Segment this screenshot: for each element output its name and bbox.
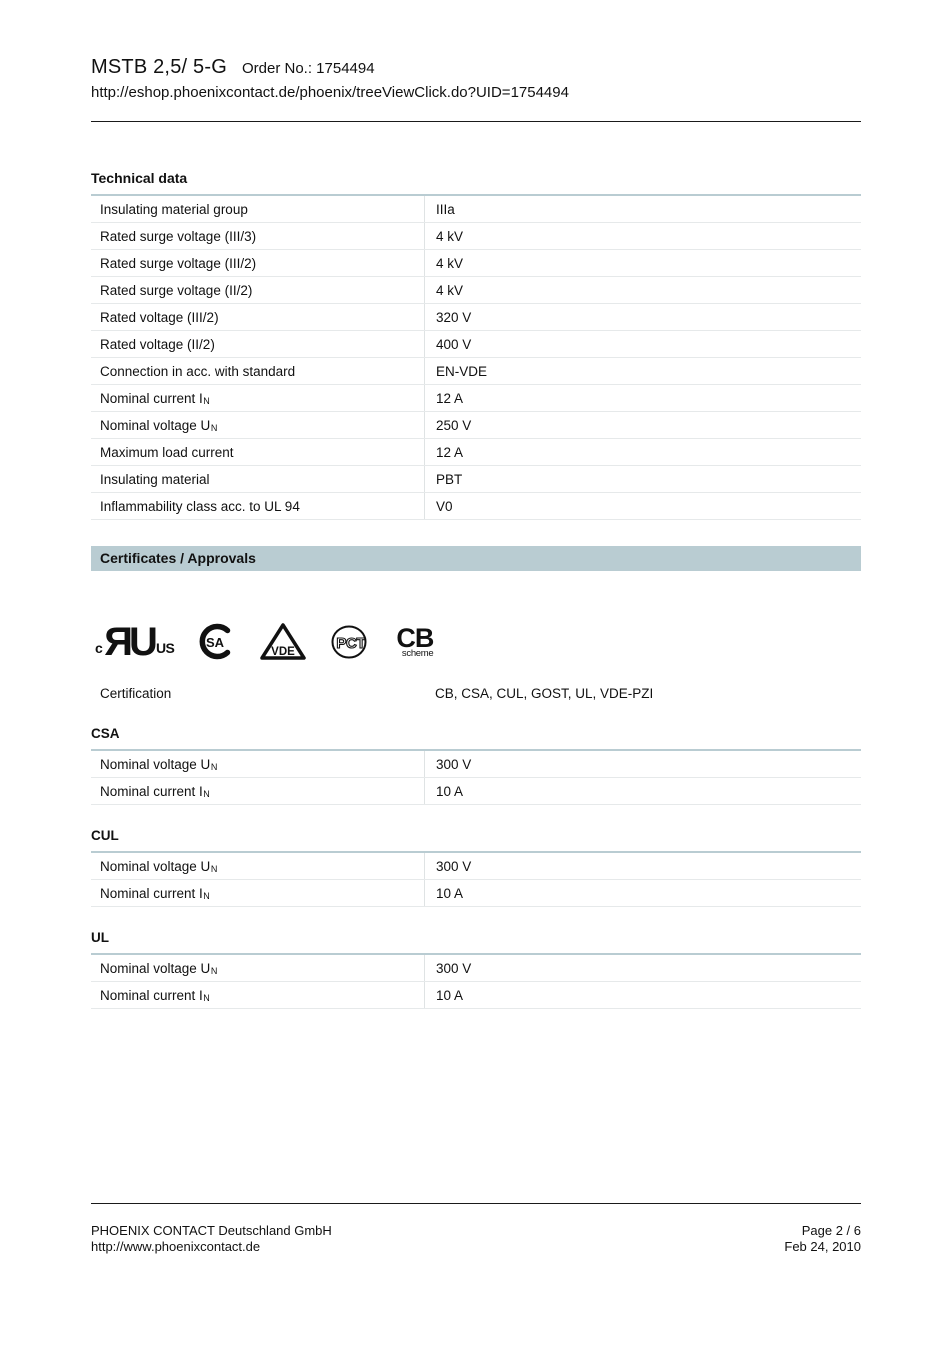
cb-label: CB	[396, 622, 434, 653]
csa-icon: SA	[196, 621, 236, 663]
row-value: 300 V	[424, 853, 861, 879]
row-label: Insulating material group	[100, 201, 248, 217]
row-value: 300 V	[424, 751, 861, 777]
table-row: Connection in acc. with standard EN-VDE	[91, 358, 861, 385]
row-value: 10 A	[424, 778, 861, 804]
footer-right: Page 2 / 6 Feb 24, 2010	[784, 1223, 861, 1255]
table-row: Nominal current I N 10 A	[91, 982, 861, 1009]
row-label: Rated surge voltage (II/2)	[100, 282, 253, 298]
row-value: 12 A	[424, 439, 861, 465]
certification-value: CB, CSA, CUL, GOST, UL, VDE-PZI	[435, 686, 654, 701]
approval-table: Nominal voltage U N 300 V Nominal current I…	[91, 955, 861, 1009]
approval-table: Nominal voltage U N 300 V Nominal current I…	[91, 853, 861, 907]
table-row: Nominal voltage U N 300 V	[91, 955, 861, 982]
cul-us-label: US	[155, 640, 175, 657]
technical-data-section: Technical data Insulating material group…	[91, 169, 861, 520]
table-row: Rated voltage (III/2) 320 V	[91, 304, 861, 331]
cb-scheme-label: scheme	[401, 647, 434, 659]
certification-label: Certification	[100, 686, 172, 701]
row-label: Rated surge voltage (III/3)	[100, 228, 257, 244]
page-header: MSTB 2,5/ 5-G Order No.: 1754494 http://…	[91, 55, 861, 122]
page-footer: PHOENIX CONTACT Deutschland GmbH http://…	[91, 1203, 861, 1255]
certification-row: Certification CB, CSA, CUL, GOST, UL, VD…	[91, 684, 861, 703]
footer-left: PHOENIX CONTACT Deutschland GmbH http://…	[91, 1223, 332, 1255]
row-value: PBT	[424, 466, 861, 492]
row-value: 4 kV	[424, 223, 861, 249]
table-row: Insulating material PBT	[91, 466, 861, 493]
table-row: Rated surge voltage (III/3) 4 kV	[91, 223, 861, 250]
approval-sections: CSA Nominal voltage U N 300 V Nominal curren…	[91, 725, 861, 1009]
order-number: Order No.: 1754494	[241, 60, 375, 77]
table-row: Rated surge voltage (III/2) 4 kV	[91, 250, 861, 277]
row-value: V0	[424, 493, 861, 519]
row-value: 4 kV	[424, 250, 861, 276]
table-row: Nominal current I N 10 A	[91, 880, 861, 907]
footer-company: PHOENIX CONTACT Deutschland GmbH	[91, 1223, 332, 1238]
table-row: Nominal voltage U N 250 V	[91, 412, 861, 439]
row-value: 320 V	[424, 304, 861, 330]
footer-date: Feb 24, 2010	[784, 1239, 861, 1254]
certificates-approvals-header: Certificates / Approvals	[91, 546, 861, 571]
cul-c-label: c	[95, 640, 103, 657]
row-value: EN-VDE	[424, 358, 861, 384]
table-row: Rated surge voltage (II/2) 4 kV	[91, 277, 861, 304]
cb-scheme-icon: CB scheme	[396, 622, 434, 659]
approval-heading: CUL	[91, 827, 861, 853]
footer-page-number: Page 2 / 6	[801, 1223, 861, 1238]
row-value: 12 A	[424, 385, 861, 411]
approval-heading: CSA	[91, 725, 861, 751]
ul-monogram-icon: ЯU	[104, 619, 158, 664]
row-value: IIIa	[424, 196, 861, 222]
row-value: 10 A	[424, 982, 861, 1008]
row-label: Rated voltage (II/2)	[100, 336, 215, 352]
row-value: 4 kV	[424, 277, 861, 303]
section-heading-technical-data: Technical data	[91, 169, 861, 196]
row-value: 400 V	[424, 331, 861, 357]
table-row: Maximum load current 12 A	[91, 439, 861, 466]
table-row: Nominal voltage U N 300 V	[91, 751, 861, 778]
vde-label: VDE	[272, 646, 296, 658]
row-value: 10 A	[424, 880, 861, 906]
approval-section-cul: CUL Nominal voltage U N 300 V Nominal curren…	[91, 827, 861, 907]
csa-inner-label: SA	[206, 635, 225, 650]
row-value: 300 V	[424, 955, 861, 981]
row-label: Rated voltage (III/2)	[100, 309, 219, 325]
product-title: MSTB 2,5/ 5-G	[91, 56, 227, 78]
approval-table: Nominal voltage U N 300 V Nominal current I…	[91, 751, 861, 805]
table-row: Insulating material group IIIa	[91, 196, 861, 223]
gost-pct-icon: РСТ	[330, 622, 374, 662]
row-value: 250 V	[424, 412, 861, 438]
row-label: Rated surge voltage (III/2)	[100, 255, 257, 271]
row-label: Inflammability class acc. to UL 94	[100, 498, 300, 514]
table-row: Nominal current I N 12 A	[91, 385, 861, 412]
product-url[interactable]: http://eshop.phoenixcontact.de/phoenix/t…	[91, 84, 569, 101]
approval-heading: UL	[91, 929, 861, 955]
row-label: Insulating material	[100, 471, 210, 487]
title-row: MSTB 2,5/ 5-G Order No.: 1754494	[91, 55, 861, 79]
cul-us-recognized-icon: c ЯU US	[95, 619, 175, 664]
header-divider	[91, 121, 861, 122]
table-row: Rated voltage (II/2) 400 V	[91, 331, 861, 358]
technical-data-table: Insulating material group IIIa Rated surge…	[91, 196, 861, 520]
table-row: Nominal voltage U N 300 V	[91, 853, 861, 880]
approval-section-ul: UL Nominal voltage U N 300 V Nominal current…	[91, 929, 861, 1009]
approval-section-csa: CSA Nominal voltage U N 300 V Nominal curren…	[91, 725, 861, 805]
footer-website[interactable]: http://www.phoenixcontact.de	[91, 1239, 261, 1254]
row-label: Maximum load current	[100, 444, 234, 460]
row-label: Connection in acc. with standard	[100, 363, 296, 379]
approval-logos: c ЯU US SA VDE РСТ CB scheme	[91, 616, 861, 668]
vde-icon: VDE	[258, 621, 308, 663]
table-row: Inflammability class acc. to UL 94 V0	[91, 493, 861, 520]
gost-pct-label: РСТ	[337, 635, 366, 652]
table-row: Nominal current I N 10 A	[91, 778, 861, 805]
